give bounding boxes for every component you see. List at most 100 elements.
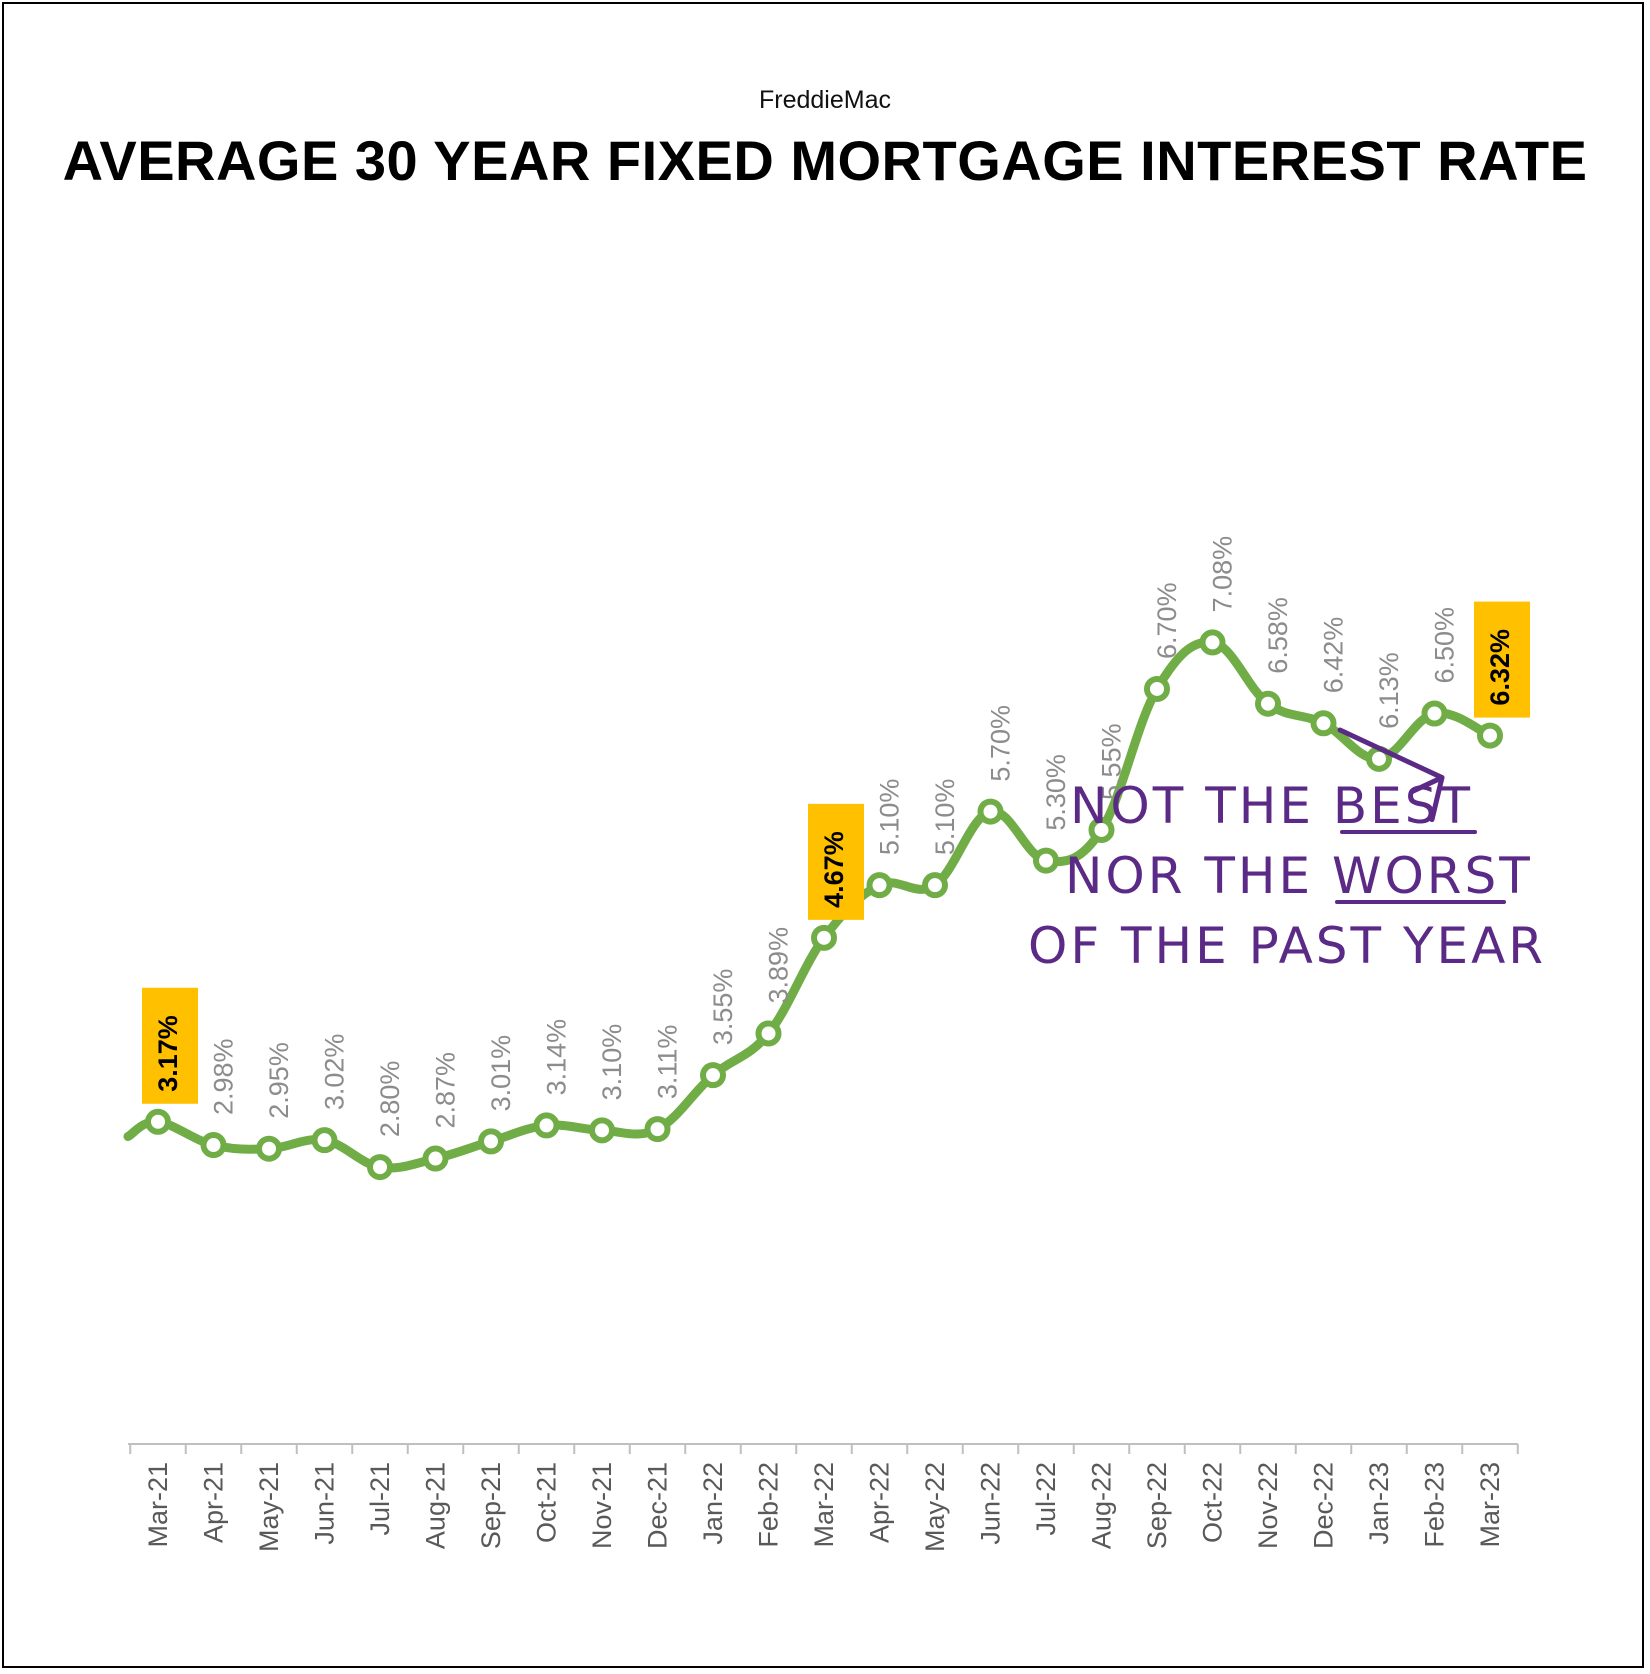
data-label-text: 3.55% <box>708 969 738 1046</box>
data-label: 5.10% <box>930 779 960 856</box>
data-label-text: 6.58% <box>1263 597 1293 674</box>
data-point-mar-21 <box>145 1108 171 1135</box>
highlighted-data-label: 3.17% <box>142 987 198 1104</box>
data-label-text: 5.30% <box>1041 754 1071 831</box>
data-label-text: 3.11% <box>653 1025 683 1100</box>
data-label-text: 3.17% <box>153 1015 183 1092</box>
annotation-line: NOR THE WORST <box>1065 847 1533 905</box>
data-label: 2.80% <box>375 1061 405 1138</box>
x-tick-label: Aug-21 <box>421 1462 451 1549</box>
data-point-jul-22 <box>1033 847 1059 874</box>
data-label-text: 7.08% <box>1208 536 1238 613</box>
data-label: 6.50% <box>1430 607 1460 684</box>
data-point-may-21 <box>256 1135 282 1162</box>
x-tick-label: Jan-23 <box>1364 1462 1394 1545</box>
data-label: 5.30% <box>1041 754 1071 831</box>
annotation-line: NOT THE BEST <box>1070 777 1473 835</box>
x-tick-label: Apr-22 <box>865 1462 895 1543</box>
data-label-text: 6.32% <box>1485 629 1515 706</box>
x-tick-label: May-22 <box>920 1462 950 1552</box>
data-label-text: 6.13% <box>1374 652 1404 729</box>
highlighted-data-label: 6.32% <box>1474 601 1530 718</box>
data-point-oct-22 <box>1199 629 1226 656</box>
x-tick-label: Jan-22 <box>698 1462 728 1545</box>
annotation: NOT THE BEST NOR THE WORST OF THE PAST YEA… <box>1028 727 1546 975</box>
x-tick-label: Jul-21 <box>365 1462 395 1536</box>
data-point-apr-21 <box>200 1132 227 1159</box>
x-tick-label: Mar-23 <box>1475 1462 1505 1548</box>
data-point-sep-21 <box>478 1128 504 1155</box>
data-label-text: 2.98% <box>209 1038 239 1115</box>
x-tick-label: Feb-22 <box>754 1462 784 1548</box>
data-label: 3.02% <box>320 1034 350 1111</box>
annotation-arrow-head <box>1409 775 1445 823</box>
data-label-text: 6.70% <box>1152 582 1182 659</box>
data-point-dec-21 <box>644 1116 671 1143</box>
data-point-aug-21 <box>422 1145 449 1172</box>
data-label-text: 5.55% <box>1097 723 1127 800</box>
data-label: 2.95% <box>264 1042 294 1119</box>
data-point-feb-22 <box>755 1020 782 1047</box>
data-label-text: 5.70% <box>986 705 1016 782</box>
data-label-text: 5.10% <box>875 779 905 856</box>
data-label: 5.70% <box>986 705 1016 782</box>
data-point-mar-22 <box>811 924 837 951</box>
data-point-jan-22 <box>700 1062 726 1089</box>
x-tick-label: Oct-22 <box>1198 1462 1228 1543</box>
x-tick-label: Dec-22 <box>1309 1462 1339 1549</box>
data-point-sep-22 <box>1144 675 1170 702</box>
data-label: 7.08% <box>1208 536 1238 613</box>
data-label: 6.58% <box>1263 597 1293 674</box>
data-label-text: 2.95% <box>264 1042 294 1119</box>
x-tick-label: Oct-21 <box>532 1462 562 1543</box>
x-tick-label: Nov-22 <box>1253 1462 1283 1549</box>
data-label: 6.42% <box>1319 617 1349 694</box>
highlight-box <box>1474 601 1530 718</box>
data-label: 6.13% <box>1374 652 1404 729</box>
data-label: 3.55% <box>708 969 738 1046</box>
data-point-jul-21 <box>367 1154 393 1181</box>
x-tick-label: Jul-22 <box>1031 1462 1061 1536</box>
x-tick-label: Apr-21 <box>199 1462 229 1543</box>
data-label-text: 6.50% <box>1430 607 1460 684</box>
x-tick-label: Jun-22 <box>976 1462 1006 1545</box>
chart-source: FreddieMac <box>759 86 891 114</box>
data-label: 3.01% <box>486 1035 516 1112</box>
data-label: 2.98% <box>209 1038 239 1115</box>
data-label: 3.89% <box>764 927 794 1004</box>
data-label: 5.10% <box>875 779 905 856</box>
data-point-nov-22 <box>1255 690 1281 717</box>
x-tick-label: Mar-21 <box>143 1462 173 1548</box>
data-point-feb-23 <box>1421 700 1448 727</box>
data-point-apr-22 <box>866 872 893 899</box>
annotation-arrow-shaft <box>1337 727 1445 781</box>
data-label: 3.11% <box>653 1025 683 1100</box>
data-label-text: 2.80% <box>375 1061 405 1138</box>
data-point-jun-22 <box>977 798 1004 825</box>
data-label-text: 5.10% <box>930 779 960 856</box>
data-point-mar-23 <box>1477 722 1503 749</box>
data-label-text: 3.02% <box>320 1034 350 1111</box>
data-point-dec-22 <box>1310 710 1337 737</box>
data-label-text: 4.67% <box>819 831 849 908</box>
highlight-box <box>808 803 864 920</box>
data-label-text: 2.87% <box>431 1052 461 1129</box>
highlighted-data-label: 4.67% <box>808 803 864 920</box>
data-label-text: 6.42% <box>1319 617 1349 694</box>
data-point-oct-21 <box>533 1112 560 1139</box>
data-point-nov-21 <box>589 1117 615 1144</box>
data-label: 6.70% <box>1152 582 1182 659</box>
data-point-jun-21 <box>311 1127 338 1154</box>
x-tick-label: Sep-21 <box>476 1462 506 1549</box>
data-label: 2.87% <box>431 1052 461 1129</box>
x-tick-label: Mar-22 <box>809 1462 839 1548</box>
data-label-text: 3.10% <box>597 1024 627 1101</box>
x-tick-label: Dec-21 <box>643 1462 673 1549</box>
annotation-line: OF THE PAST YEAR <box>1028 917 1546 975</box>
chart-title: AVERAGE 30 YEAR FIXED MORTGAGE INTEREST … <box>62 129 1588 192</box>
x-tick-label: Aug-22 <box>1087 1462 1117 1549</box>
data-label: 3.10% <box>597 1024 627 1101</box>
x-tick-label: Sep-22 <box>1142 1462 1172 1549</box>
data-label: 5.55% <box>1097 723 1127 800</box>
